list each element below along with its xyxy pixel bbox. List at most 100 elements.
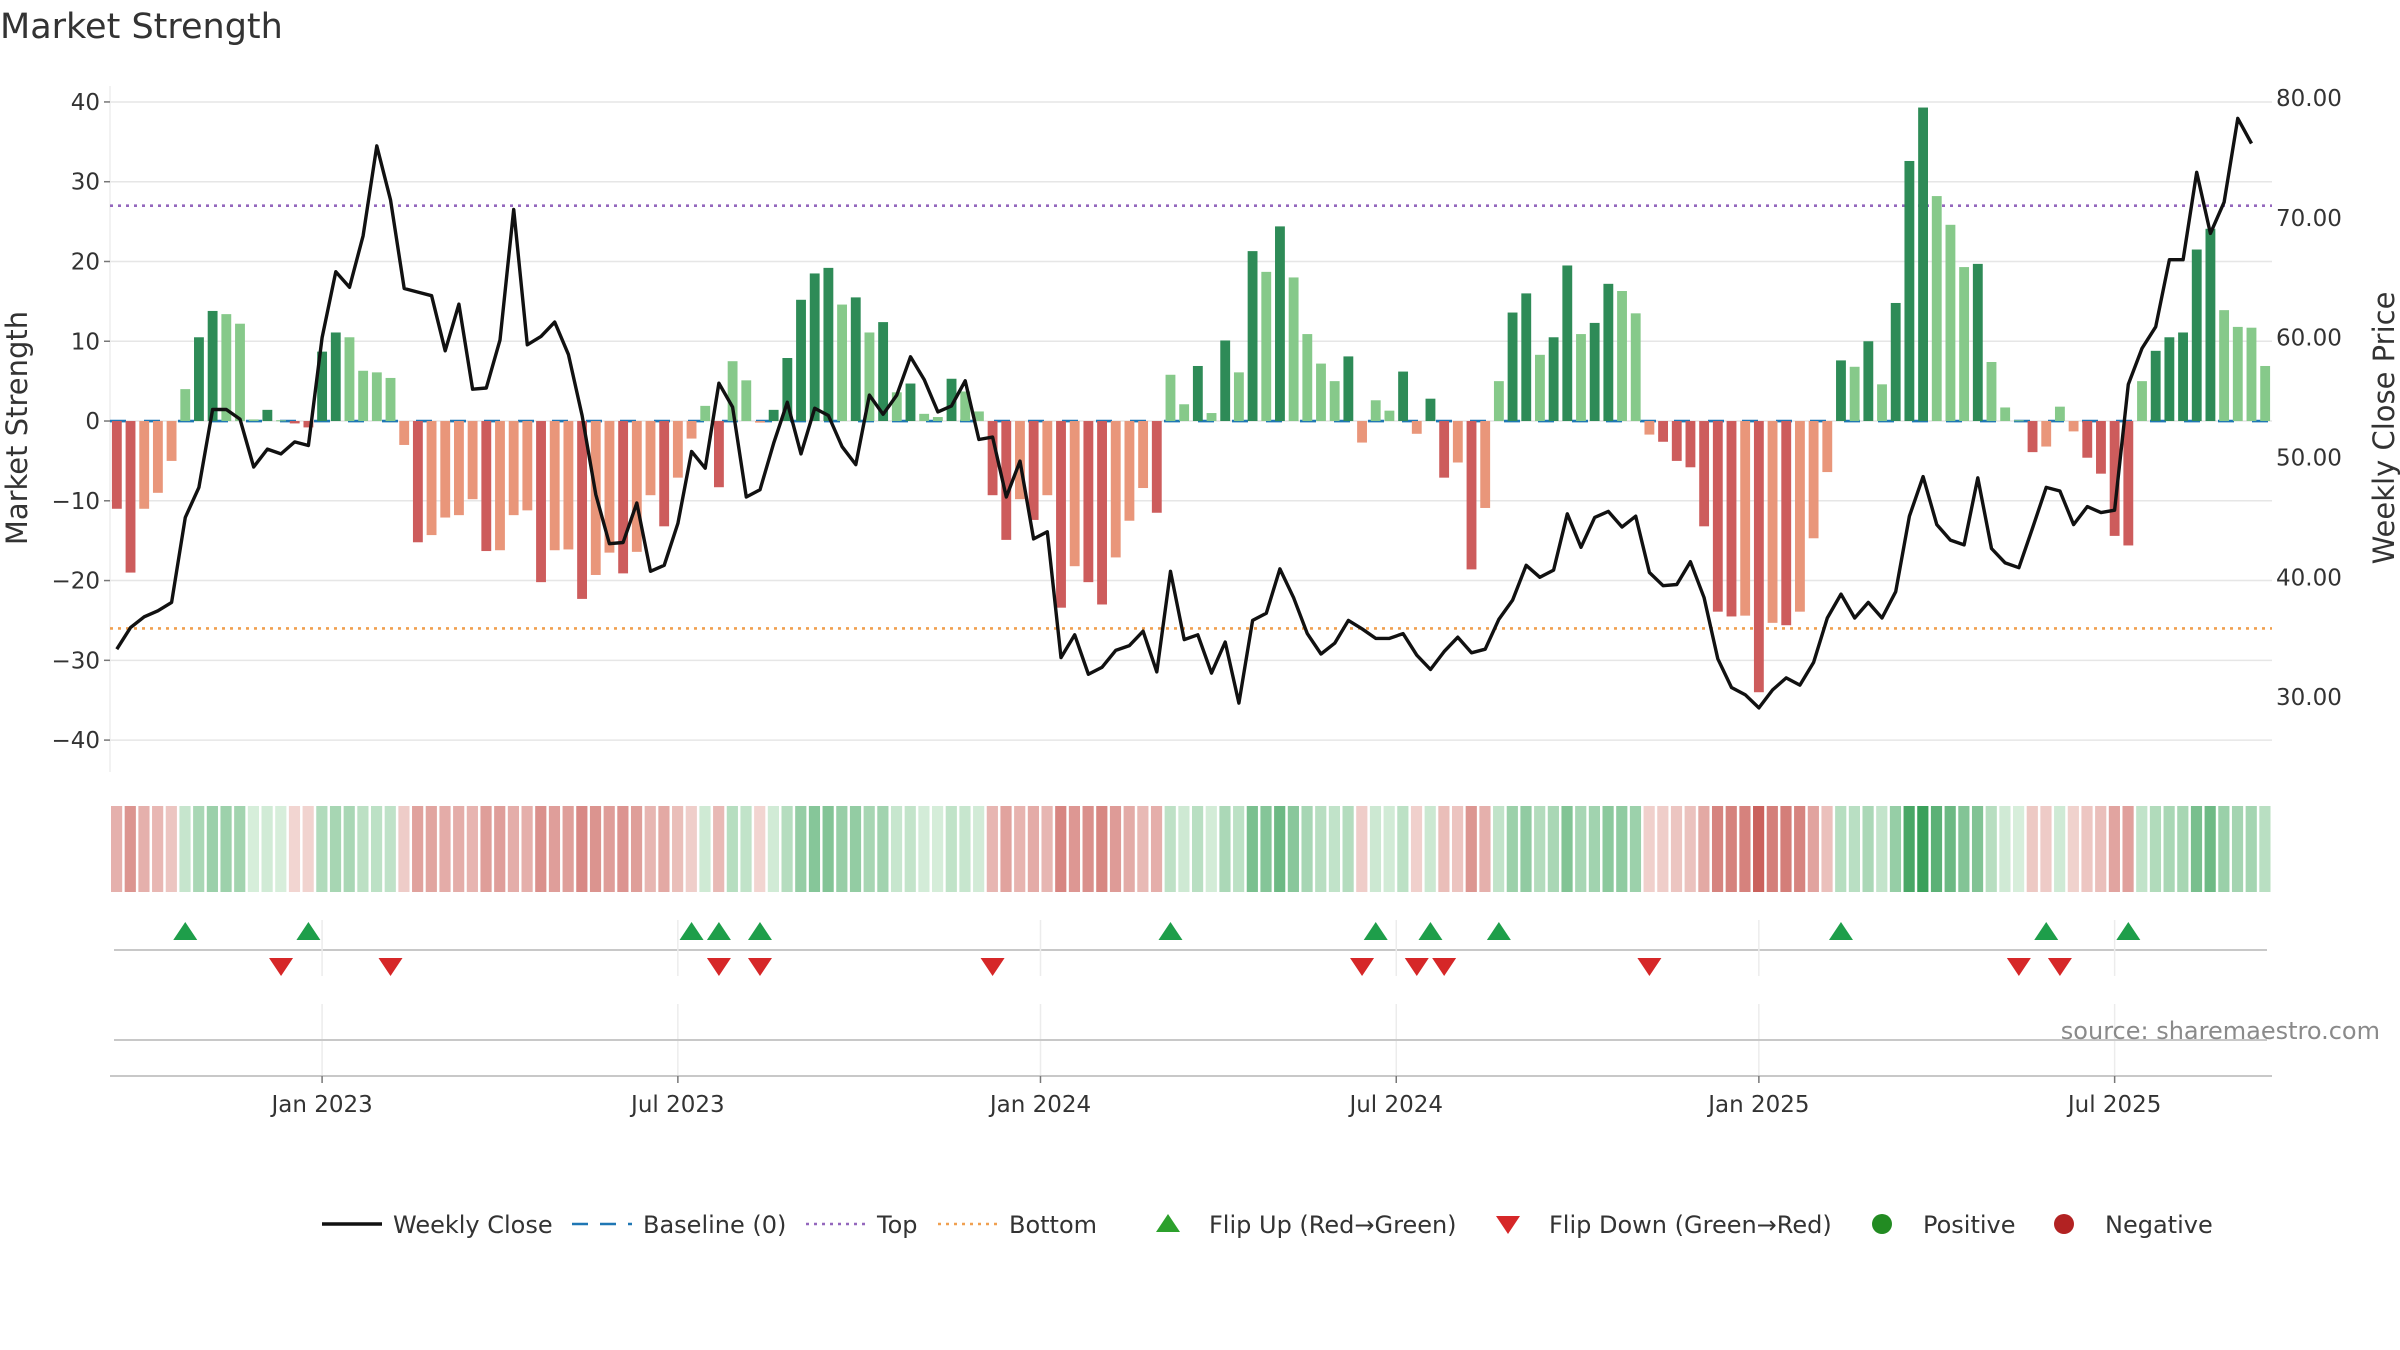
- strip-cell-131: [1903, 806, 1915, 892]
- strength-bar-153: [2205, 228, 2216, 422]
- strip-cell-121: [1766, 806, 1778, 892]
- left-tick-3: 10: [71, 329, 100, 355]
- strip-cell-90: [1342, 806, 1354, 892]
- flip-up-marker-3: [706, 922, 731, 940]
- strip-cell-110: [1616, 806, 1628, 892]
- strip-cell-45: [726, 806, 738, 892]
- strength-bar-155: [2232, 326, 2243, 422]
- flip-up-marker-6: [1363, 922, 1388, 940]
- strength-bar-59: [919, 413, 930, 422]
- strength-bar-82: [1233, 372, 1244, 422]
- strip-cell-124: [1807, 806, 1819, 892]
- strip-cell-38: [630, 806, 643, 892]
- strip-cell-0: [111, 806, 123, 892]
- strip-cell-109: [1602, 806, 1614, 892]
- strip-cell-75: [1137, 806, 1149, 892]
- strength-bar-120: [1753, 421, 1764, 693]
- strip-cell-87: [1301, 806, 1313, 892]
- strength-bar-91: [1357, 421, 1367, 443]
- strip-cell-57: [890, 806, 903, 892]
- strip-cell-98: [1451, 806, 1464, 892]
- strength-bar-108: [1589, 322, 1600, 422]
- legend-item-bottom: Bottom: [938, 1211, 1097, 1239]
- strip-cell-94: [1397, 806, 1409, 892]
- strip-cell-76: [1150, 806, 1163, 892]
- strength-bar-43: [700, 405, 711, 422]
- strip-cell-140: [2026, 806, 2038, 892]
- strength-bar-61: [946, 378, 957, 422]
- strip-cell-37: [617, 806, 629, 892]
- strength-bar-107: [1576, 334, 1586, 422]
- strip-cell-18: [357, 806, 369, 892]
- legend-label-flip_up: Flip Up (Red→Green): [1209, 1211, 1457, 1239]
- strength-bar-139: [2013, 420, 2024, 422]
- strip-cell-36: [603, 806, 615, 892]
- flip-down-marker-3: [747, 958, 772, 976]
- strength-bar-102: [1507, 312, 1518, 422]
- strength-bar-132: [1918, 107, 1928, 422]
- strip-cell-47: [754, 806, 766, 892]
- strip-cell-104: [1534, 806, 1546, 892]
- right-tick-1: 70.00: [2276, 206, 2342, 232]
- strip-cell-127: [1848, 806, 1860, 892]
- strip-cell-101: [1493, 806, 1505, 892]
- strength-bar-119: [1740, 421, 1751, 616]
- strip-cell-102: [1506, 806, 1518, 892]
- strength-bar-28: [495, 421, 505, 551]
- strength-bar-101: [1493, 381, 1504, 422]
- strip-cell-111: [1629, 806, 1642, 892]
- legend-swatch-flip_up: [1156, 1214, 1180, 1232]
- strip-cell-137: [1985, 806, 1997, 892]
- strip-cell-150: [2163, 806, 2175, 892]
- strength-bar-148: [2137, 381, 2147, 422]
- strip-cell-22: [412, 806, 424, 892]
- flip-down-marker-8: [1637, 958, 1662, 976]
- strip-cell-122: [1780, 806, 1792, 892]
- strength-bar-147: [2123, 421, 2134, 546]
- strip-cell-15: [316, 806, 328, 892]
- strength-bar-22: [412, 421, 423, 543]
- strength-bar-116: [1699, 421, 1710, 527]
- strength-bar-88: [1316, 363, 1326, 422]
- strength-bar-111: [1630, 313, 1641, 422]
- strength-bar-126: [1836, 360, 1846, 422]
- strength-bar-69: [1056, 421, 1066, 608]
- strip-cell-142: [2054, 806, 2066, 892]
- strength-bar-50: [796, 299, 806, 422]
- strip-cell-70: [1068, 806, 1081, 892]
- strip-cell-135: [1958, 806, 1970, 892]
- strength-bar-7: [207, 310, 218, 422]
- strip-cell-10: [247, 806, 260, 892]
- strip-cell-33: [562, 806, 574, 892]
- flip-up-marker-8: [1486, 922, 1511, 940]
- strip-cell-155: [2231, 806, 2244, 892]
- legend-item-flip_up: Flip Up (Red→Green): [1156, 1211, 1457, 1239]
- strength-bar-73: [1110, 421, 1121, 558]
- source-annotation: source: sharemaestro.com: [2061, 1017, 2380, 1045]
- strength-bar-150: [2164, 337, 2175, 422]
- legend-label-top: Top: [876, 1211, 918, 1239]
- strength-bar-67: [1028, 421, 1039, 520]
- strength-bar-94: [1398, 371, 1409, 422]
- strip-cell-153: [2204, 806, 2216, 892]
- x-tick-label-4: Jan 2025: [1706, 1092, 1809, 1118]
- left-tick-8: −40: [51, 728, 100, 754]
- strip-cell-154: [2218, 806, 2230, 892]
- strength-bar-128: [1863, 341, 1874, 422]
- legend-swatch-positive: [1872, 1214, 1892, 1234]
- strength-bar-41: [672, 421, 683, 478]
- strip-cell-35: [589, 806, 602, 892]
- strength-bar-68: [1042, 421, 1053, 496]
- x-tick-label-0: Jan 2023: [269, 1092, 372, 1118]
- strip-cell-11: [261, 806, 273, 892]
- flip-down-marker-9: [2006, 958, 2031, 976]
- strength-bar-77: [1165, 374, 1176, 422]
- strength-bar-39: [645, 421, 656, 496]
- strip-cell-69: [1055, 806, 1067, 892]
- strength-bar-42: [686, 421, 697, 439]
- left-tick-4: 0: [85, 409, 100, 435]
- strength-bar-12: [276, 420, 286, 422]
- flip-down-marker-10: [2047, 958, 2072, 976]
- strength-bar-11: [262, 409, 273, 422]
- strip-cell-60: [932, 806, 944, 892]
